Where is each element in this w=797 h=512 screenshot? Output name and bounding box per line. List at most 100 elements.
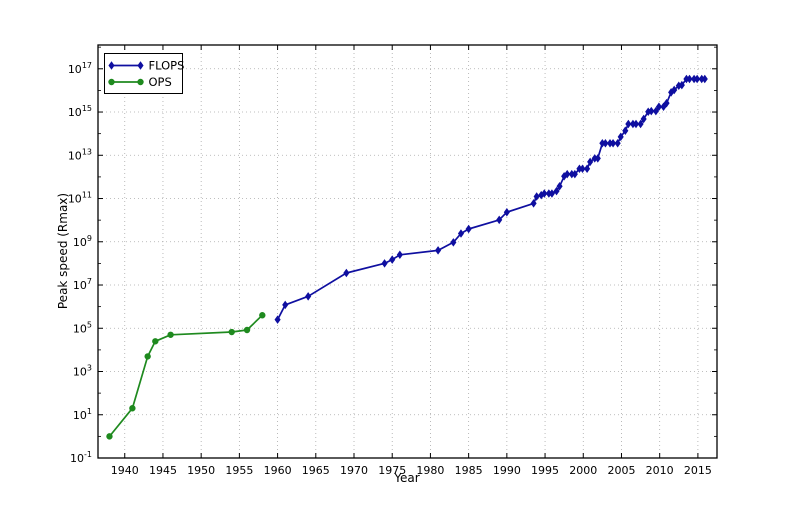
legend-box xyxy=(104,53,183,94)
ops-marker xyxy=(144,353,151,360)
flops-marker xyxy=(496,215,503,225)
flops-marker xyxy=(584,164,591,174)
x-tick-label: 1975 xyxy=(378,464,406,477)
flops-marker xyxy=(435,246,442,255)
flops-marker xyxy=(343,268,350,278)
flops-marker xyxy=(465,224,472,234)
y-tick-label: 103 xyxy=(73,364,92,379)
flops-marker xyxy=(533,192,540,201)
flops-marker xyxy=(381,259,388,268)
flops-marker xyxy=(694,74,701,84)
flops-marker xyxy=(548,189,555,198)
x-tick-label: 1985 xyxy=(455,464,483,477)
flops-marker xyxy=(701,74,708,84)
flops-marker xyxy=(602,139,609,148)
x-tick-label: 1995 xyxy=(531,464,559,477)
flops-marker xyxy=(637,119,644,129)
ops-marker xyxy=(228,328,235,336)
flops-marker xyxy=(655,102,662,111)
y-tick-label: 101 xyxy=(73,407,92,422)
ops-marker xyxy=(259,312,266,319)
flops-marker xyxy=(274,315,281,324)
y-tick-label: 1013 xyxy=(68,147,92,162)
flops-marker xyxy=(553,186,560,196)
flops-marker xyxy=(457,229,465,238)
plot-border xyxy=(97,44,718,459)
flops-marker xyxy=(622,126,629,135)
flops-marker xyxy=(389,255,396,264)
ops-marker xyxy=(106,433,113,440)
flops-marker xyxy=(648,106,655,116)
legend: FLOPS OPS xyxy=(104,53,185,94)
flops-marker xyxy=(686,74,693,84)
ops-marker xyxy=(129,405,136,412)
legend-item-label: OPS xyxy=(149,75,172,89)
flops-marker xyxy=(305,292,312,301)
x-tick-label: 2005 xyxy=(607,464,635,477)
y-tick-label: 1015 xyxy=(68,104,92,119)
flops-marker xyxy=(587,157,594,167)
x-tick-label: 1950 xyxy=(187,464,215,477)
tick-labels: 1940 1945 1950 1955 1960 1965 1970 1975 1980 1985… xyxy=(68,61,712,477)
ops-marker xyxy=(152,338,159,345)
x-axis-title: Year xyxy=(393,471,419,485)
flops-marker xyxy=(640,114,647,124)
ops-marker xyxy=(167,331,174,338)
y-tick-label: 107 xyxy=(73,277,92,292)
y-tick-label: 1017 xyxy=(68,61,92,76)
legend-sample-marker xyxy=(108,78,115,86)
flops-series xyxy=(274,74,708,324)
legend-item-ops: OPS xyxy=(108,75,172,89)
flops-marker xyxy=(678,80,685,90)
y-tick-label: 1011 xyxy=(68,191,92,206)
x-tick-label: 1970 xyxy=(340,464,368,477)
legend-item-label: FLOPS xyxy=(149,59,185,73)
flops-marker xyxy=(571,169,578,179)
y-tick-label: 109 xyxy=(73,234,92,249)
flops-marker xyxy=(541,189,548,198)
x-tick-label: 1955 xyxy=(225,464,253,477)
x-tick-label: 2010 xyxy=(646,464,674,477)
x-tick-label: 2000 xyxy=(569,464,597,477)
axes-frame xyxy=(97,44,718,459)
flops-marker xyxy=(660,102,667,111)
flops-marker xyxy=(450,238,457,247)
flops-marker xyxy=(530,199,537,208)
legend-sample-marker xyxy=(108,61,115,70)
flops-marker xyxy=(503,207,510,217)
legend-sample-marker xyxy=(137,78,144,86)
y-tick-label: 105 xyxy=(73,320,92,335)
flops-marker xyxy=(396,250,403,260)
flops-marker xyxy=(632,119,640,129)
x-tick-label: 1940 xyxy=(111,464,139,477)
flops-marker xyxy=(652,106,659,116)
flops-marker xyxy=(610,139,617,148)
y-tick-label: 10-1 xyxy=(70,450,92,465)
ops-series xyxy=(106,312,266,440)
x-tick-label: 1980 xyxy=(416,464,444,477)
flops-marker xyxy=(594,154,601,163)
flops-marker xyxy=(671,85,678,95)
legend-item-flops: FLOPS xyxy=(108,59,185,73)
flops-marker xyxy=(564,169,571,179)
flops-marker xyxy=(556,182,563,191)
flops-marker xyxy=(579,164,586,174)
flops-marker xyxy=(614,139,621,148)
flops-line xyxy=(276,78,705,321)
x-tick-label: 1945 xyxy=(149,464,177,477)
flops-marker xyxy=(282,300,289,310)
flops-marker xyxy=(625,119,632,129)
ops-marker xyxy=(243,326,251,334)
y-axis-title: Peak speed (Rmax) xyxy=(56,193,70,309)
legend-sample-marker xyxy=(137,61,144,70)
x-tick-label: 1960 xyxy=(264,464,292,477)
gridlines xyxy=(98,45,717,459)
flops-marker xyxy=(617,132,624,142)
x-tick-label: 1990 xyxy=(493,464,521,477)
flops-marker xyxy=(663,98,670,108)
x-tick-label: 1965 xyxy=(302,464,330,477)
data-series xyxy=(106,74,708,440)
x-tick-label: 2015 xyxy=(684,464,712,477)
